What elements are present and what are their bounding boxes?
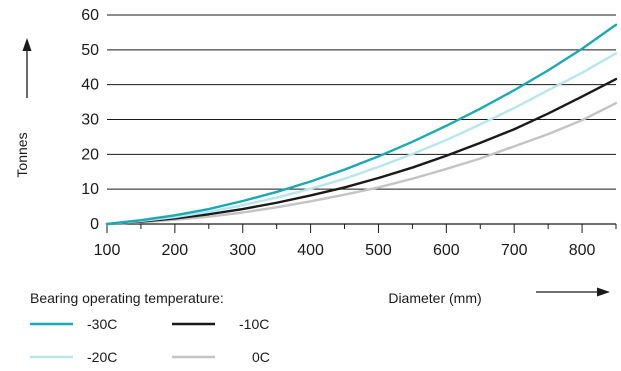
legend-item--30C: -30C [30,316,117,332]
y-tick-label-30: 30 [81,112,99,129]
legend-label: -30C [87,316,117,332]
series-line-0C [105,101,618,226]
x-axis-arrow [536,287,610,297]
x-tick-label-400: 400 [297,242,324,259]
legend-title: Bearing operating temperature: [30,290,224,306]
legend-label: 0C [252,349,270,365]
y-tick-label-0: 0 [90,216,99,233]
x-tick-label-100: 100 [94,242,121,259]
x-tick-label-600: 600 [433,242,460,259]
series-line--10C [105,77,618,226]
series-line--30C [105,23,618,226]
series-line--20C [105,52,618,226]
x-axis [106,223,617,233]
x-tick-label-800: 800 [569,242,596,259]
legend-label: -10C [239,316,269,332]
legend-item--10C: -10C [172,316,269,332]
x-tick-label-300: 300 [229,242,256,259]
y-tick-label-40: 40 [81,77,99,94]
legend-item--20C: -20C [30,349,117,365]
y-tick-label-10: 10 [81,181,99,198]
x-tick-label-700: 700 [501,242,528,259]
legend: -30C -10C -20C 0C [30,316,270,365]
series-lines [105,23,618,226]
y-axis-label: Tonnes [14,132,30,177]
grid-lines [107,14,616,225]
legend-item-0C: 0C [172,349,270,365]
legend-label: -20C [87,349,117,365]
y-axis-arrow [22,38,32,98]
x-tick-label-200: 200 [162,242,189,259]
y-tick-label-60: 60 [81,7,99,24]
x-tick-label-500: 500 [365,242,392,259]
x-axis-label: Diameter (mm) [388,290,481,306]
y-tick-labels: 0 10 20 30 40 50 60 [81,7,99,233]
y-tick-label-50: 50 [81,42,99,59]
y-tick-label-20: 20 [81,146,99,163]
x-tick-labels: 100 200 300 400 500 600 700 800 [94,242,596,259]
